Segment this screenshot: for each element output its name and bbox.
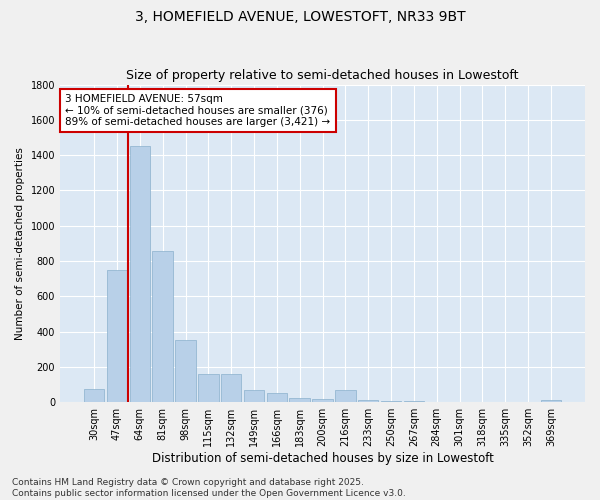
Bar	[221, 374, 241, 402]
Bar	[289, 398, 310, 402]
Bar	[84, 389, 104, 402]
Text: 3 HOMEFIELD AVENUE: 57sqm
← 10% of semi-detached houses are smaller (376)
89% of: 3 HOMEFIELD AVENUE: 57sqm ← 10% of semi-…	[65, 94, 331, 128]
Bar	[152, 252, 173, 402]
Bar	[381, 401, 401, 402]
Bar	[335, 390, 356, 402]
Bar	[541, 400, 561, 402]
Text: 3, HOMEFIELD AVENUE, LOWESTOFT, NR33 9BT: 3, HOMEFIELD AVENUE, LOWESTOFT, NR33 9BT	[134, 10, 466, 24]
X-axis label: Distribution of semi-detached houses by size in Lowestoft: Distribution of semi-detached houses by …	[152, 452, 493, 465]
Bar	[244, 390, 264, 402]
Bar	[358, 400, 379, 402]
Bar	[198, 374, 218, 402]
Y-axis label: Number of semi-detached properties: Number of semi-detached properties	[15, 147, 25, 340]
Bar	[175, 340, 196, 402]
Bar	[107, 270, 127, 402]
Bar	[312, 398, 333, 402]
Bar	[266, 392, 287, 402]
Text: Contains HM Land Registry data © Crown copyright and database right 2025.
Contai: Contains HM Land Registry data © Crown c…	[12, 478, 406, 498]
Bar	[130, 146, 150, 402]
Title: Size of property relative to semi-detached houses in Lowestoft: Size of property relative to semi-detach…	[126, 69, 519, 82]
